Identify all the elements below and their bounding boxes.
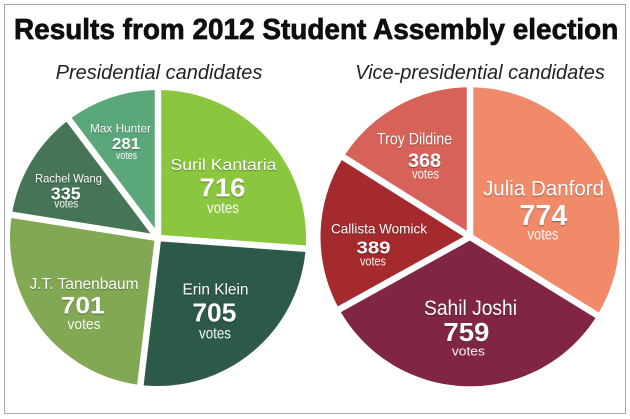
- svg-text:votes: votes: [360, 255, 386, 269]
- svg-text:759: 759: [443, 319, 489, 347]
- svg-text:votes: votes: [528, 226, 559, 243]
- svg-text:Max Hunter: Max Hunter: [90, 122, 151, 136]
- svg-text:votes: votes: [199, 325, 231, 342]
- svg-text:335: 335: [51, 184, 81, 204]
- svg-text:281: 281: [112, 136, 140, 153]
- svg-text:Troy Dildine: Troy Dildine: [377, 131, 452, 149]
- svg-text:votes: votes: [116, 150, 137, 162]
- svg-text:Rachel Wang: Rachel Wang: [35, 171, 102, 185]
- svg-text:Suril Kantaria: Suril Kantaria: [171, 157, 278, 174]
- svg-text:votes: votes: [207, 200, 239, 217]
- svg-text:Callista Womick: Callista Womick: [331, 220, 428, 236]
- svg-text:701: 701: [61, 292, 105, 319]
- svg-text:votes: votes: [54, 197, 78, 211]
- svg-text:774: 774: [519, 200, 567, 232]
- svg-text:votes: votes: [68, 316, 101, 333]
- svg-text:votes: votes: [452, 345, 485, 359]
- svg-text:Sahil Joshi: Sahil Joshi: [424, 297, 517, 320]
- svg-text:716: 716: [200, 172, 246, 202]
- svg-text:J.T. Tanenbaum: J.T. Tanenbaum: [30, 276, 139, 293]
- svg-text:votes: votes: [412, 166, 439, 181]
- svg-text:705: 705: [192, 298, 236, 328]
- svg-text:Erin Klein: Erin Klein: [183, 282, 249, 299]
- svg-text:368: 368: [408, 151, 441, 172]
- svg-text:Julia Danford: Julia Danford: [483, 177, 604, 201]
- svg-text:389: 389: [357, 237, 391, 257]
